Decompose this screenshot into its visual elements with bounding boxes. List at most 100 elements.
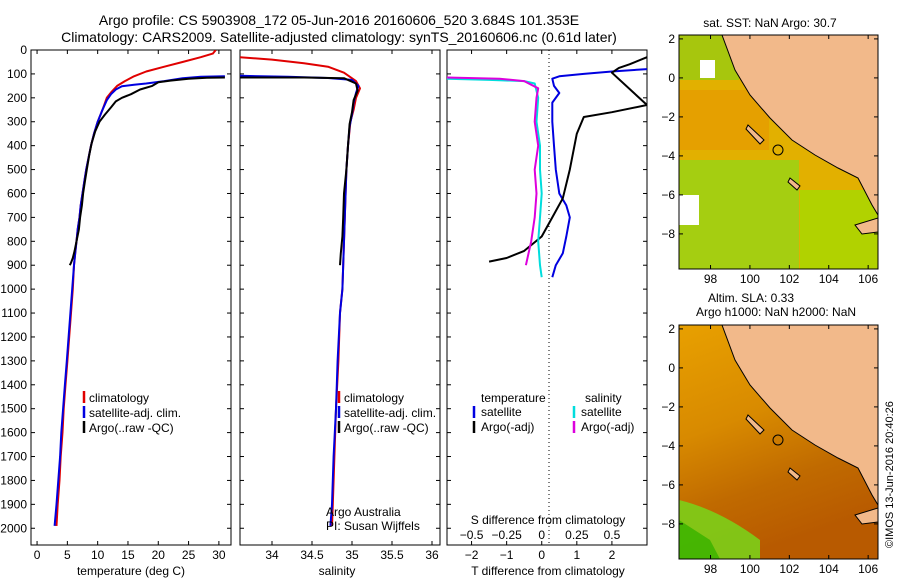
s-diff-tick-label: 0.5 — [604, 528, 621, 542]
imos-credit: ©IMOS 13-Jun-2016 20:40:26 — [884, 401, 896, 548]
series-line-argo-raw-qc- — [68, 76, 225, 266]
salinity-legend: climatology satellite-adj. clim. Argo(..… — [337, 391, 436, 435]
series-line-satellite-adj-clim- — [240, 74, 360, 526]
x-tick-label: 2 — [609, 548, 616, 562]
series-line-climatology — [55, 50, 217, 526]
series-line-satellite-adj-clim- — [53, 75, 225, 526]
difference-depth-ticks — [447, 49, 647, 529]
difference-panel: −2 −1 0 1 2 −0.5 −0.25 0 0.25 0.5 S difference f… — [446, 49, 648, 578]
mentawai-island — [745, 124, 765, 145]
depth-tick-label: 600 — [7, 186, 27, 200]
plot-title-line2: Climatology: CARS2009. Satellite-adjuste… — [61, 29, 617, 45]
legend-title-salinity: salinity — [585, 391, 622, 405]
temperature-axes-frame — [30, 49, 232, 546]
legend-satellite-adj: satellite-adj. clim. — [89, 406, 181, 420]
x-tick-label: 34 — [265, 548, 279, 562]
legend-climatology: climatology — [89, 391, 149, 405]
temperature-xlabel: temperature (deg C) — [77, 564, 185, 578]
x-tick-label: 0 — [34, 548, 41, 562]
sla-map-frame — [678, 324, 879, 560]
map-lat-label: 0 — [668, 71, 675, 85]
credit-pi: PI: Susan Wijffels — [326, 519, 420, 533]
s-diff-tick-label: 0 — [538, 528, 545, 542]
series-line-satellite — [551, 68, 647, 278]
map-lat-label: −2 — [661, 110, 675, 124]
difference-series — [447, 56, 647, 278]
x-tick-label: 10 — [91, 548, 105, 562]
sla-map-title-line2: Argo h1000: NaN h2000: NaN — [696, 305, 856, 319]
mentawai-island — [787, 177, 801, 191]
difference-x-axis: −2 −1 0 1 2 — [465, 50, 616, 562]
salinity-x-axis: 34 34.5 35 35.5 36 — [265, 50, 439, 562]
map-lat-label: 0 — [668, 361, 675, 375]
map-lon-label: 98 — [704, 562, 718, 576]
sla-map-title-line1: Altim. SLA: 0.33 — [708, 291, 794, 305]
depth-tick-label: 2000 — [0, 521, 27, 535]
depth-tick-label: 1500 — [0, 402, 27, 416]
temperature-series — [53, 50, 225, 526]
sla-map: Altim. SLA: 0.33 Argo h1000: NaN h2000: … — [661, 291, 879, 576]
difference-axes-frame — [446, 49, 648, 546]
map-lat-label: −6 — [661, 188, 675, 202]
map-lat-label: −2 — [661, 400, 675, 414]
mentawai-island — [745, 414, 765, 435]
depth-tick-label: 100 — [7, 67, 27, 81]
plot-title-line1: Argo profile: CS 5903908_172 05-Jun-2016… — [99, 12, 579, 28]
salinity-difference-axis: −0.5 −0.25 0 0.25 0.5 — [460, 528, 621, 542]
temperature-panel: 0100200300400500600700800900100011001200… — [0, 43, 232, 578]
map-lon-label: 106 — [858, 272, 878, 286]
sst-map-axes: 98 100 102 104 106 2 0 −2 −4 −6 −8 — [661, 32, 878, 286]
salinity-panel: 34 34.5 35 35.5 36 salinity climatology sate… — [239, 49, 441, 578]
depth-tick-label: 200 — [7, 91, 27, 105]
legend-s-argo: Argo(-adj) — [581, 420, 634, 434]
temperature-x-axis: 0 5 10 15 20 25 30 — [34, 50, 226, 562]
salinity-xlabel: salinity — [319, 564, 356, 578]
x-tick-label: 25 — [182, 548, 196, 562]
x-tick-label: 36 — [425, 548, 439, 562]
depth-tick-label: 1200 — [0, 330, 27, 344]
sst-map-frame — [678, 34, 879, 270]
legend-climatology: climatology — [344, 391, 404, 405]
map-lon-label: 106 — [858, 562, 878, 576]
depth-tick-label: 300 — [7, 115, 27, 129]
s-difference-label: S difference from climatology — [471, 513, 626, 527]
depth-tick-label: 1600 — [0, 426, 27, 440]
map-lon-label: 104 — [819, 562, 839, 576]
java-coast — [854, 507, 878, 525]
map-lat-label: −4 — [661, 149, 675, 163]
x-tick-label: 15 — [121, 548, 135, 562]
map-lon-label: 102 — [779, 272, 799, 286]
depth-tick-label: 400 — [7, 139, 27, 153]
legend-t-argo: Argo(-adj) — [481, 420, 534, 434]
legend-satellite-adj: satellite-adj. clim. — [344, 406, 436, 420]
map-lat-label: 2 — [668, 32, 675, 46]
map-lon-label: 104 — [819, 272, 839, 286]
x-tick-label: 30 — [212, 548, 226, 562]
map-lon-label: 100 — [740, 562, 760, 576]
sst-map-title: sat. SST: NaN Argo: 30.7 — [703, 16, 837, 30]
map-lon-label: 100 — [740, 272, 760, 286]
s-diff-tick-label: −0.25 — [491, 528, 522, 542]
credit-argo-australia: Argo Australia — [326, 505, 401, 519]
mentawai-island — [787, 467, 801, 481]
depth-tick-label: 900 — [7, 258, 27, 272]
x-tick-label: −1 — [500, 548, 514, 562]
s-diff-tick-label: −0.5 — [460, 528, 484, 542]
series-line-argo-adj- — [447, 76, 540, 266]
sst-map: sat. SST: NaN Argo: 30.7 98 100 102 104 106 2… — [661, 16, 879, 286]
depth-tick-label: 1900 — [0, 497, 27, 511]
depth-tick-label: 1800 — [0, 473, 27, 487]
sumatra-land — [721, 35, 878, 216]
depth-tick-label: 1400 — [0, 378, 27, 392]
map-lat-label: −8 — [661, 517, 675, 531]
depth-tick-label: 1000 — [0, 282, 27, 296]
sumatra-land — [721, 325, 878, 506]
x-tick-label: 5 — [64, 548, 71, 562]
depth-tick-label: 0 — [20, 43, 27, 57]
depth-tick-label: 500 — [7, 163, 27, 177]
x-tick-label: −2 — [465, 548, 479, 562]
legend-argo: Argo(..raw -QC) — [89, 421, 174, 435]
difference-legend: temperature satellite Argo(-adj) salinit… — [472, 391, 634, 434]
legend-s-satellite: satellite — [581, 405, 622, 419]
sst-missing-data — [700, 60, 715, 78]
